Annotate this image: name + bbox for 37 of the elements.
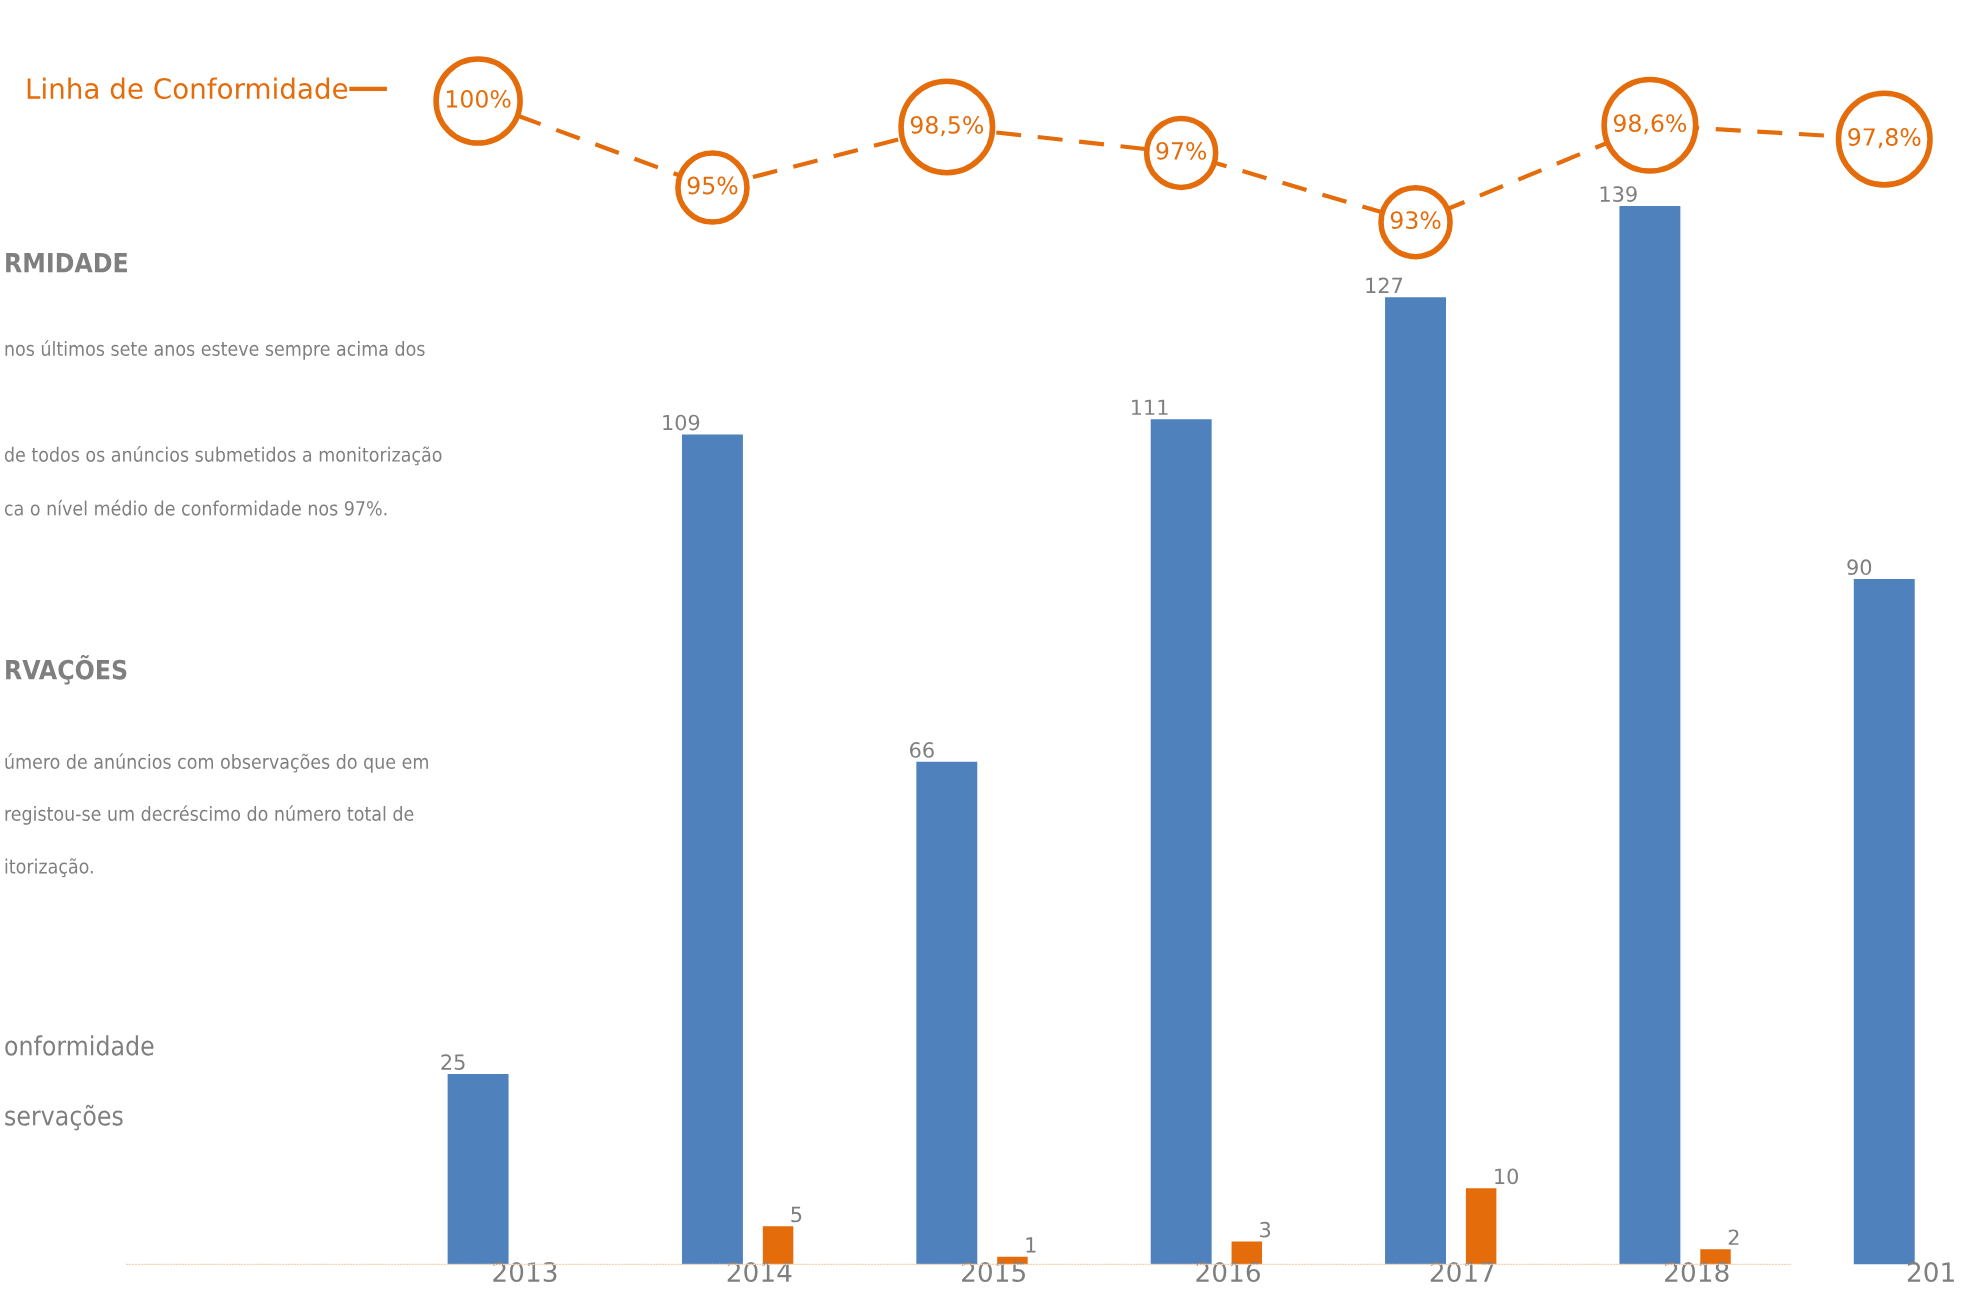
data-label: 109	[663, 414, 700, 431]
x-tick-label: 201	[1907, 1262, 1954, 1283]
text: servações	[5, 1104, 123, 1131]
annotation: nos últimos sete anos esteve sempre acima dos	[5, 340, 425, 360]
data-label: 127	[1366, 277, 1403, 294]
data-label: 10	[1495, 1168, 1518, 1185]
x-tick-label: 2017	[1430, 1262, 1494, 1283]
data-label: 1	[1026, 1237, 1036, 1253]
data-label: 139	[1600, 186, 1637, 202]
data-label: 100%	[446, 89, 511, 108]
data-label: 111	[1131, 399, 1168, 415]
data-label: 97,8%	[1848, 128, 1921, 149]
annotation: de todos os anúncios submetidos a monitorização	[4, 446, 442, 466]
data-label: 95%	[687, 176, 738, 195]
data-label: 2	[1728, 1229, 1739, 1245]
text: itorização.	[5, 858, 93, 878]
data-label: 5	[791, 1206, 802, 1223]
annotation: úmero de anúncios com observações do que em	[5, 753, 428, 773]
data-label: 90	[1847, 559, 1872, 576]
data-label: 97%	[1156, 141, 1207, 160]
data-label: 98,5%	[910, 115, 984, 137]
data-label: 3	[1260, 1221, 1271, 1238]
text: RVAÇÕES	[6, 654, 127, 685]
x-tick-label: 2013	[493, 1262, 557, 1283]
data-label: 93%	[1390, 211, 1441, 230]
text: ca o nível médio de conformidade nos 97%.	[4, 499, 387, 516]
x-tick-label: 2018	[1665, 1262, 1729, 1283]
x-tick-label: 2015	[962, 1262, 1025, 1283]
legend-label: Linha de Conformidade	[27, 77, 348, 100]
text: RMIDADE	[6, 253, 127, 273]
data-label: 66	[910, 742, 934, 758]
x-tick-label: 2014	[727, 1262, 792, 1283]
data-label: 98,6%	[1613, 114, 1687, 135]
annotation: registou-se um decréscimo do número total de	[5, 805, 414, 825]
data-label: 25	[441, 1054, 465, 1071]
x-tick-label: 2016	[1196, 1262, 1260, 1283]
text: onformidade	[5, 1035, 154, 1056]
